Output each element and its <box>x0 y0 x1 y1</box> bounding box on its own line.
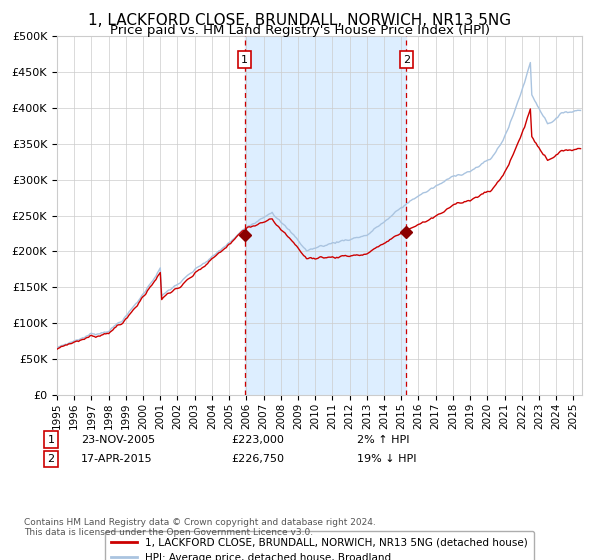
Text: Contains HM Land Registry data © Crown copyright and database right 2024.
This d: Contains HM Land Registry data © Crown c… <box>24 518 376 538</box>
Text: £226,750: £226,750 <box>231 454 284 464</box>
Text: 23-NOV-2005: 23-NOV-2005 <box>81 435 155 445</box>
Text: Price paid vs. HM Land Registry's House Price Index (HPI): Price paid vs. HM Land Registry's House … <box>110 24 490 37</box>
Text: 2: 2 <box>403 55 410 65</box>
Bar <box>245 36 406 395</box>
Text: 17-APR-2015: 17-APR-2015 <box>81 454 152 464</box>
Text: 1: 1 <box>47 435 55 445</box>
Text: 1, LACKFORD CLOSE, BRUNDALL, NORWICH, NR13 5NG: 1, LACKFORD CLOSE, BRUNDALL, NORWICH, NR… <box>88 13 512 28</box>
Text: 1: 1 <box>241 55 248 65</box>
Text: 19% ↓ HPI: 19% ↓ HPI <box>357 454 416 464</box>
Text: 2% ↑ HPI: 2% ↑ HPI <box>357 435 409 445</box>
Legend: 1, LACKFORD CLOSE, BRUNDALL, NORWICH, NR13 5NG (detached house), HPI: Average pr: 1, LACKFORD CLOSE, BRUNDALL, NORWICH, NR… <box>104 531 535 560</box>
Text: 2: 2 <box>47 454 55 464</box>
Text: £223,000: £223,000 <box>231 435 284 445</box>
